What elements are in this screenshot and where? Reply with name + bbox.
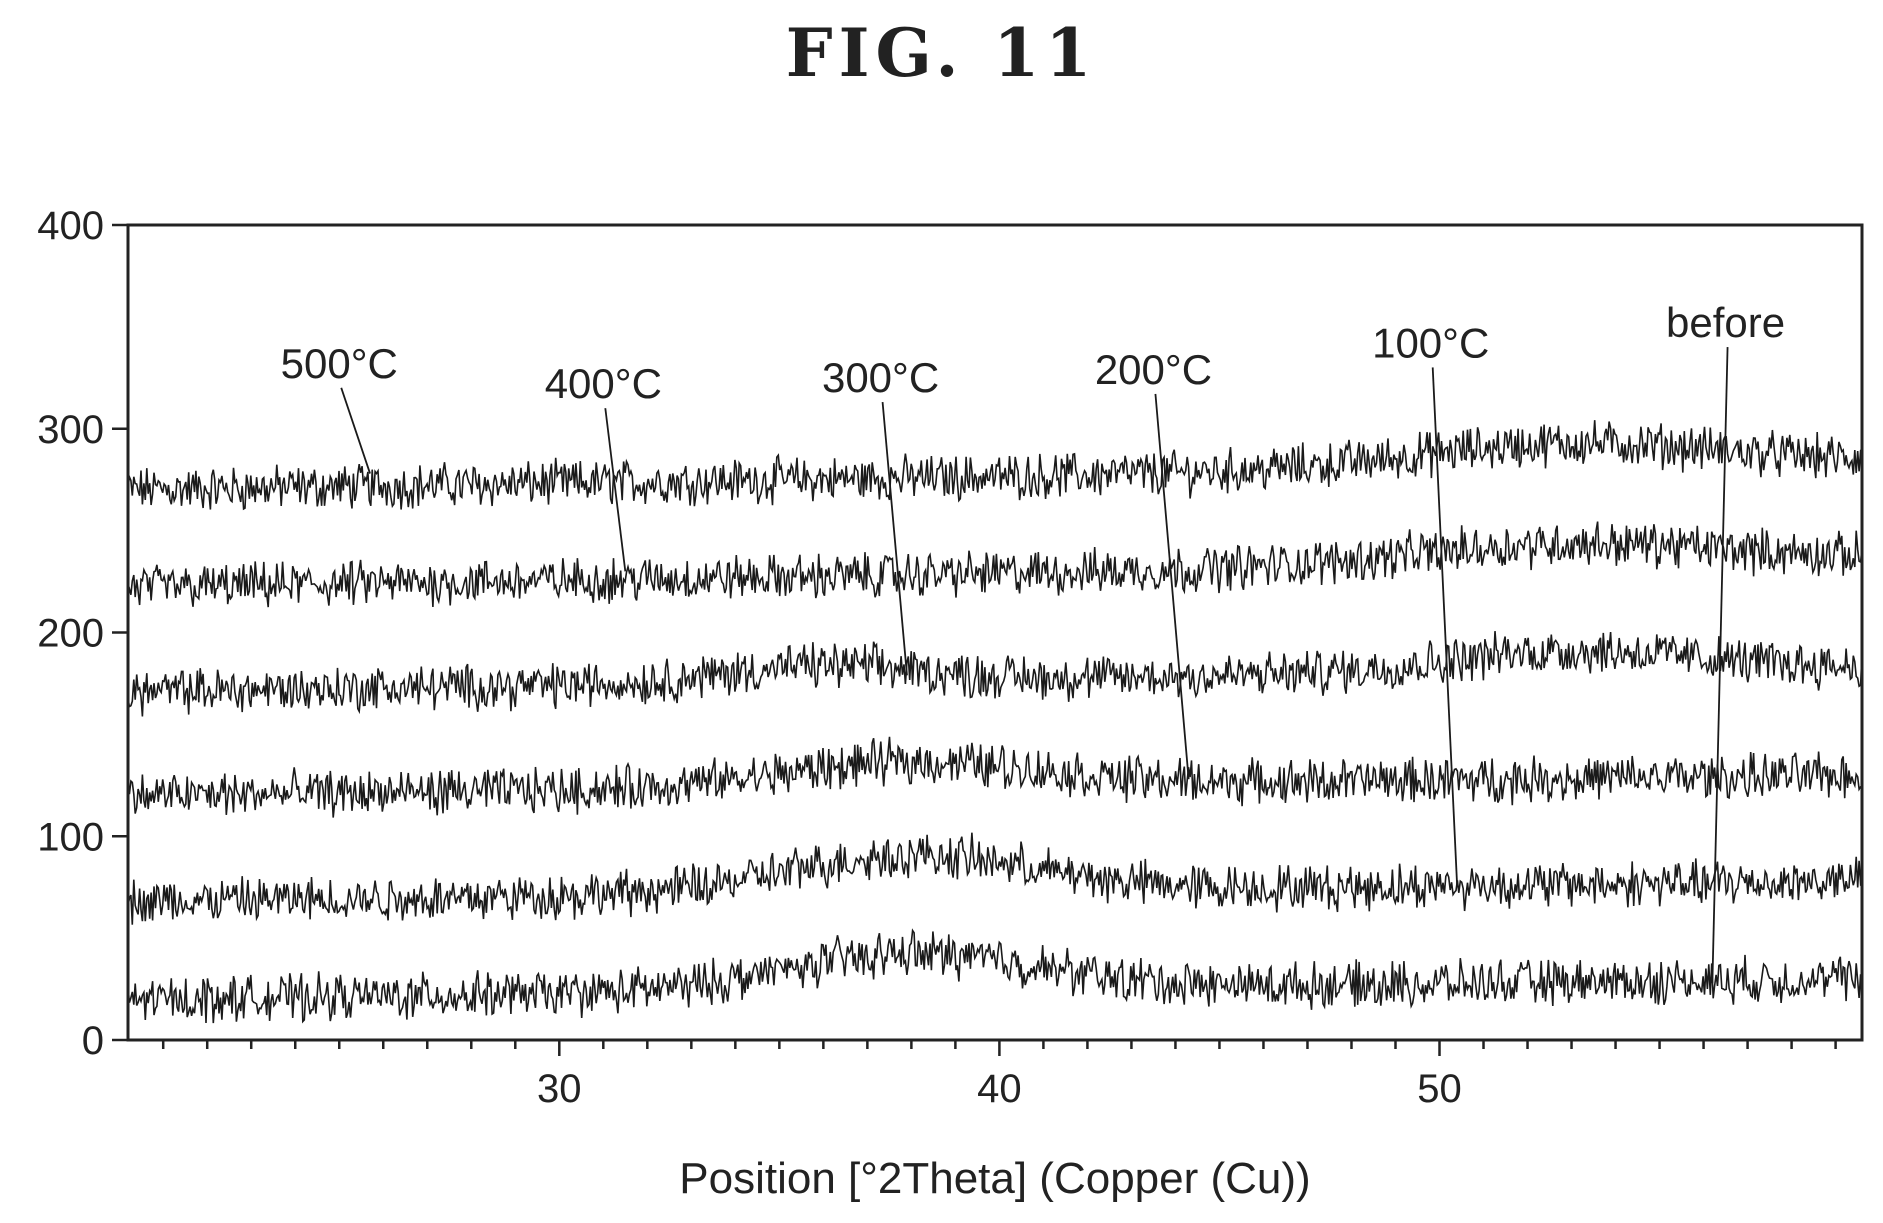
series-line-0 [127, 420, 1863, 511]
series-label-0: 500°C [281, 340, 398, 387]
series-line-1 [127, 521, 1863, 608]
series-pointer-1 [604, 408, 627, 572]
series-label-2: 300°C [822, 354, 939, 401]
y-tick-label: 300 [37, 408, 104, 452]
series-label-5: before [1666, 299, 1785, 346]
series-line-5 [127, 928, 1863, 1024]
series-pointer-2 [881, 401, 908, 676]
x-tick-label: 50 [1417, 1067, 1462, 1111]
figure-title: FIG. 11 [785, 14, 1098, 92]
series-pointer-0 [340, 387, 371, 474]
series-label-1: 400°C [545, 360, 662, 407]
x-tick-label: 40 [977, 1067, 1022, 1111]
series-line-2 [127, 631, 1863, 717]
y-tick-label: 0 [82, 1019, 104, 1063]
pointer-layer: 500°C 400°C 300°C 200°C 100°C before [281, 299, 1785, 983]
series-label-3: 200°C [1095, 346, 1212, 393]
y-tick-label: 100 [37, 815, 104, 859]
series-layer [127, 420, 1863, 1024]
x-axis-title: Position [°2Theta] (Copper (Cu)) [679, 1154, 1310, 1203]
series-pointer-4 [1431, 367, 1459, 886]
series-pointer-5 [1711, 347, 1729, 983]
series-pointer-3 [1154, 393, 1190, 780]
x-tick-label: 30 [537, 1067, 582, 1111]
series-line-4 [127, 832, 1863, 925]
y-tick-label: 200 [37, 612, 104, 656]
y-tick-label: 400 [37, 204, 104, 248]
tick-layer: 30 40 50 0 100 200 300 400 [37, 204, 1837, 1111]
series-label-4: 100°C [1372, 319, 1489, 366]
series-line-3 [127, 736, 1863, 818]
